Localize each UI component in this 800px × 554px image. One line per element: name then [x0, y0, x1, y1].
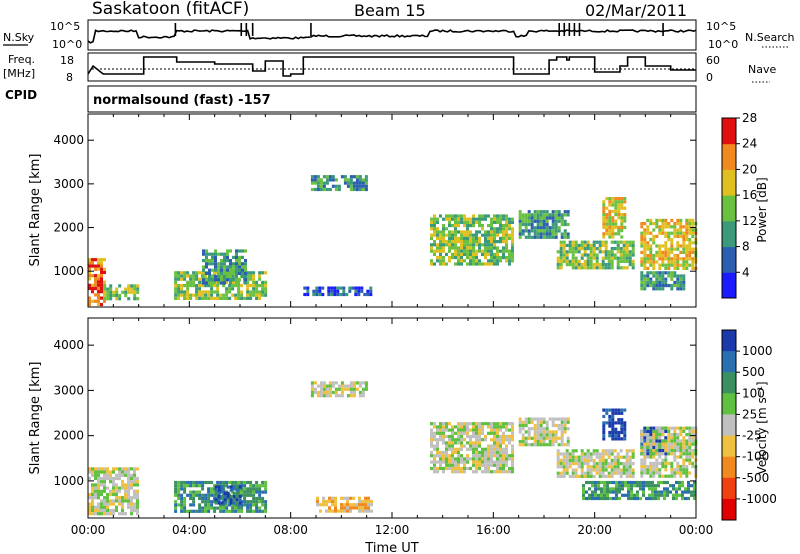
- velocity-colorbar-swatch: [722, 414, 736, 436]
- velocity-colorbar-swatch: [722, 456, 736, 479]
- power-ylabel: Slant Range [km]: [28, 154, 43, 267]
- nsky-trace: [87, 29, 697, 44]
- power-echo-region-5: [303, 286, 373, 297]
- xtick-label: 00:00: [71, 523, 106, 537]
- velocity-echo-region-0: [88, 467, 139, 516]
- xtick-label: 16:00: [476, 523, 511, 537]
- velocity-echo-region-6: [518, 417, 570, 447]
- nave-tick-bottom: 0: [706, 71, 713, 84]
- cpid-text: normalsound (fast) -157: [93, 93, 271, 108]
- station-title: Saskatoon (fitACF): [92, 0, 249, 19]
- velocity-colorbar-swatch: [722, 435, 736, 458]
- nsearch-label: N.Search: [745, 31, 795, 44]
- velocity-colorbar-tick: -25: [742, 429, 762, 443]
- freq-label: Freq.: [8, 53, 35, 66]
- power-colorbar-tick: 4: [742, 265, 750, 279]
- xtick-label: 00:00: [679, 523, 714, 537]
- nsearch-tick-bottom: 10^0: [708, 38, 738, 51]
- power-echo-region-9: [602, 197, 627, 239]
- beam-title: Beam 15: [354, 1, 426, 20]
- freq-tick-top: 18: [60, 54, 74, 67]
- nsky-tick-top: 10^5: [50, 20, 80, 33]
- velocity-colorbar-label: Velocity [m s⁻¹]: [755, 381, 769, 474]
- freq-trace: [87, 56, 696, 77]
- velocity-colorbar-tick: 1000: [742, 344, 773, 358]
- nave-tick-top: 60: [706, 54, 720, 67]
- xtick-label: 20:00: [577, 523, 612, 537]
- power-colorbar-swatch: [722, 220, 736, 248]
- velocity-ytick-label: 4000: [53, 338, 84, 352]
- nsky-tick-bottom: 10^0: [52, 38, 82, 51]
- velocity-echo-region-4: [316, 496, 373, 513]
- velocity-echo-region-8: [602, 408, 627, 441]
- power-colorbar-swatch: [722, 169, 736, 196]
- velocity-colorbar-tick: -1000: [742, 492, 777, 506]
- power-panel: 1000 2000 3000 4000 Slant Range [km]: [28, 113, 698, 308]
- velocity-echo-region-2: [214, 485, 242, 505]
- velocity-colorbar-tick: 100: [742, 386, 765, 400]
- power-colorbar-tick: 28: [742, 111, 757, 125]
- cpid-panel: [87, 85, 697, 113]
- power-colorbar-tick: 20: [742, 162, 757, 176]
- power-echo-region-11: [640, 271, 686, 291]
- velocity-colorbar-swatch: [722, 330, 736, 352]
- freq-unit: [MHz]: [3, 67, 35, 80]
- freq-tick-bottom: 8: [66, 71, 73, 84]
- power-echo-region-1: [103, 284, 140, 301]
- date-title: 02/Mar/2011: [585, 1, 687, 20]
- power-ytick-label: 4000: [53, 133, 84, 147]
- velocity-echo-region-10: [582, 480, 696, 501]
- velocity-colorbar-tick: -500: [742, 471, 769, 485]
- freq-panel: Freq. [MHz] 18 8 60 0 Nave: [3, 52, 776, 84]
- velocity-echo-region-5: [430, 422, 514, 474]
- velocity-echo-region-3: [310, 381, 368, 398]
- power-ytick-label: 1000: [53, 264, 84, 278]
- xtick-label: 12:00: [375, 523, 410, 537]
- velocity-ytick-label: 3000: [53, 383, 84, 397]
- velocity-colorbar-tick: -100: [742, 450, 769, 464]
- power-ytick-label: 3000: [53, 177, 84, 191]
- power-colorbar-label: Power [dB]: [755, 177, 769, 242]
- power-echo-region-4: [310, 175, 368, 192]
- nsearch-tick-top: 10^5: [706, 20, 736, 33]
- velocity-colorbar-tick: 25: [742, 407, 757, 421]
- power-echo-region-8: [556, 240, 635, 270]
- power-colorbar: 4 8 12 16 20 24 28 Power [dB]: [721, 111, 769, 299]
- power-colorbar-tick: 24: [742, 137, 757, 151]
- velocity-ylabel: Slant Range [km]: [28, 362, 43, 475]
- velocity-colorbar-swatch: [722, 351, 736, 373]
- power-colorbar-tick: 8: [742, 240, 750, 254]
- velocity-ytick-label: 1000: [53, 474, 84, 488]
- velocity-colorbar-tick: 500: [742, 365, 765, 379]
- power-ytick-label: 2000: [53, 221, 84, 235]
- nsky-panel: N.Sky 10^5 10^0 10^5 10^0 N.Search: [3, 19, 795, 51]
- cpid-label: CPID: [5, 88, 37, 102]
- power-echo-region-6: [430, 214, 514, 266]
- velocity-colorbar-swatch: [722, 477, 736, 500]
- nsky-label: N.Sky: [3, 31, 35, 44]
- velocity-colorbar-swatch: [722, 498, 736, 521]
- velocity-colorbar: 1000 500 100 25 -25 -100 -500 -1000 Velocity [m…: [721, 329, 777, 521]
- velocity-colorbar-swatch: [722, 372, 736, 394]
- power-colorbar-swatch: [722, 195, 736, 222]
- velocity-echo-region-7: [556, 449, 635, 478]
- power-echo-region-7: [518, 210, 570, 239]
- xaxis-label: Time UT: [364, 541, 418, 554]
- xtick-label: 04:00: [172, 523, 207, 537]
- nave-label: Nave: [748, 63, 776, 76]
- power-colorbar-swatch: [722, 246, 736, 273]
- power-echo-region-3: [202, 249, 247, 285]
- velocity-panel: 1000 2000 3000 4000 00:00 04:00 08:00 12:00 16:…: [28, 317, 714, 554]
- power-colorbar-tick: 12: [742, 214, 757, 228]
- power-colorbar-tick: 16: [742, 188, 757, 202]
- power-colorbar-swatch: [722, 118, 736, 145]
- nsky-spikes: [174, 23, 664, 36]
- power-colorbar-swatch: [722, 143, 736, 170]
- velocity-colorbar-swatch: [722, 393, 736, 415]
- power-colorbar-swatch: [722, 272, 736, 299]
- velocity-ytick-label: 2000: [53, 429, 84, 443]
- xtick-label: 08:00: [273, 523, 308, 537]
